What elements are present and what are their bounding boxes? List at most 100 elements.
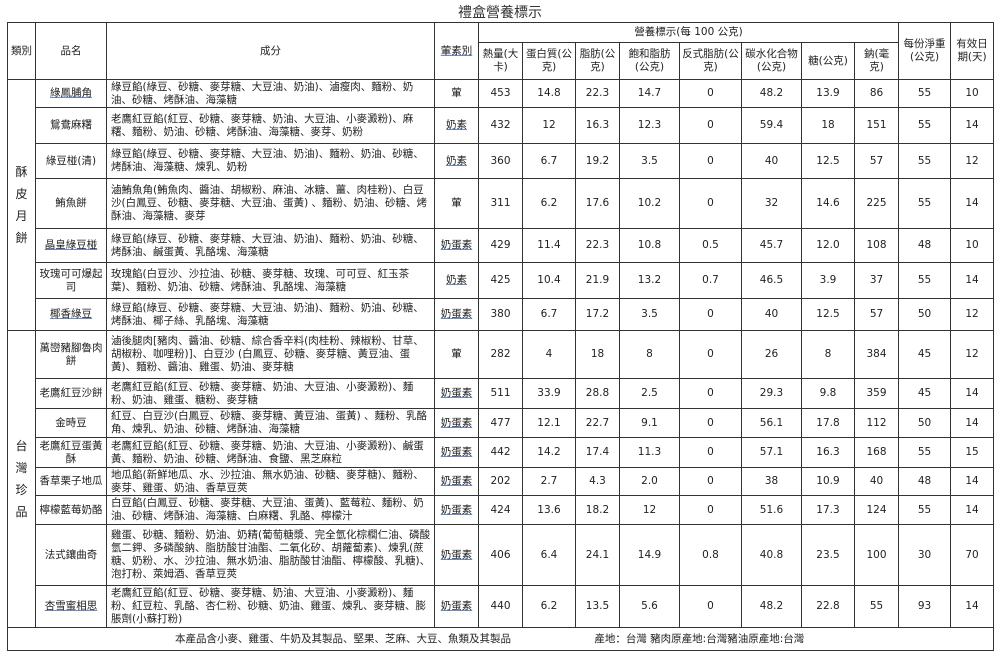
nutrient-value: 0.8	[679, 524, 742, 586]
header-nutrient: 飽和脂肪(公克)	[619, 42, 680, 80]
header-name: 品名	[35, 22, 107, 80]
diet-type: 奶蛋素	[434, 378, 479, 409]
nutrient-value: 22.3	[575, 228, 620, 263]
nutrient-value: 18	[575, 330, 620, 379]
nutrient-value: 12.5	[801, 143, 855, 179]
nutrient-value: 26	[741, 330, 802, 379]
header-nutrition-group: 營養標示(每 100 公克)	[477, 22, 900, 43]
nutrient-value: 168	[853, 437, 900, 468]
net-weight: 45	[898, 378, 952, 409]
nutrient-value: 48.2	[741, 585, 802, 628]
product-name: 香草栗子地瓜	[35, 467, 107, 496]
diet-type: 葷	[434, 330, 479, 379]
nutrient-value: 453	[478, 79, 523, 108]
nutrient-value: 360	[478, 143, 523, 179]
shelf-life: 15	[950, 437, 995, 468]
nutrient-value: 19.2	[575, 143, 620, 179]
product-name: 金時豆	[35, 408, 107, 438]
nutrient-value: 4.3	[575, 467, 620, 496]
nutrient-value: 10.2	[619, 178, 680, 229]
ingredients: 老鷹紅豆餡(紅豆、砂糖、麥芽糖、奶油、大豆油、小麥澱粉)、麵粉、紅豆粒、乳酪、杏…	[106, 585, 435, 628]
net-weight: 55	[898, 437, 952, 468]
nutrient-value: 14.8	[522, 79, 576, 108]
nutrient-value: 38	[741, 467, 802, 496]
origin-note: 產地：台灣 豬肉原產地:台灣豬油原產地:台灣	[594, 632, 805, 645]
table-row: 晶皇綠豆椪 綠豆餡(綠豆、砂糖、麥芽糖、大豆油、奶油)、麵粉、奶油、砂糖、烤酥油、…	[8, 228, 995, 263]
nutrient-value: 59.4	[741, 107, 802, 144]
nutrient-value: 21.9	[575, 262, 620, 299]
nutrient-value: 429	[478, 228, 523, 263]
nutrient-value: 477	[478, 408, 523, 438]
header-nutrient: 熱量(大卡)	[478, 42, 523, 80]
net-weight: 45	[898, 330, 952, 379]
ingredients: 雞蛋、砂糖、麵粉、奶油、奶精(葡萄糖漿、完全氫化棕櫚仁油、磷酸氫二鉀、多磷酸鈉、…	[106, 524, 435, 586]
nutrient-value: 13.9	[801, 79, 855, 108]
net-weight: 55	[898, 178, 952, 229]
diet-type: 奶蛋素	[434, 408, 479, 438]
net-weight: 30	[898, 524, 952, 586]
nutrient-value: 0.5	[679, 228, 742, 263]
nutrient-value: 442	[478, 437, 523, 468]
product-name: 綠鳳脯角	[35, 79, 107, 108]
nutrient-value: 86	[853, 79, 900, 108]
nutrient-value: 8	[619, 330, 680, 379]
nutrient-value: 100	[853, 524, 900, 586]
nutrient-value: 202	[478, 467, 523, 496]
nutrient-value: 14.9	[619, 524, 680, 586]
nutrient-value: 14.6	[801, 178, 855, 229]
ingredients: 老鷹紅豆餡(紅豆、砂糖、麥芽糖、奶油、大豆油、小麥澱粉)、鹹蛋黃、麵粉、奶油、砂…	[106, 437, 435, 468]
nutrient-value: 108	[853, 228, 900, 263]
nutrient-value: 51.6	[741, 495, 802, 525]
nutrient-value: 57.1	[741, 437, 802, 468]
product-name: 杏雪蜜相思	[35, 585, 107, 628]
nutrient-value: 12	[522, 107, 576, 144]
nutrient-value: 17.8	[801, 408, 855, 438]
product-name: 老鷹紅豆蛋黃酥	[35, 437, 107, 468]
nutrient-value: 311	[478, 178, 523, 229]
nutrient-value: 0	[679, 408, 742, 438]
table-row: 鴛鴦麻糬 老鷹紅豆餡(紅豆、砂糖、麥芽糖、奶油、大豆油、小麥澱粉)、麻糬、麵粉、奶…	[8, 107, 995, 144]
nutrient-value: 40.8	[741, 524, 802, 586]
header-category: 類別	[7, 22, 36, 80]
product-name: 檸檬藍莓奶酪	[35, 495, 107, 525]
shelf-life: 12	[950, 298, 995, 331]
table-row: 金時豆 紅豆、白豆沙(白鳳豆、砂糖、麥芽糖、黃豆油、蛋黃) 、麵粉、乳酪角、煉乳、…	[8, 408, 995, 438]
nutrient-value: 45.7	[741, 228, 802, 263]
nutrient-value: 14.7	[619, 79, 680, 108]
table-row: 鮪魚餅 滷鮪魚角(鮪魚肉、醬油、胡椒粉、麻油、冰糖、薑、肉桂粉)、白豆沙(白鳳豆、…	[8, 178, 995, 229]
nutrient-value: 17.3	[801, 495, 855, 525]
nutrient-value: 12.0	[801, 228, 855, 263]
nutrient-value: 6.7	[522, 143, 576, 179]
shelf-life: 14	[950, 262, 995, 299]
ingredients: 綠豆餡(綠豆、砂糖、麥芽糖、大豆油、奶油)、滷瘦肉、麵粉、奶油、砂糖、烤酥油、海…	[106, 79, 435, 108]
ingredients: 地瓜餡(新鮮地瓜、水、沙拉油、無水奶油、砂糖、麥芽糖)、麵粉、麥芽、雞蛋、奶油、…	[106, 467, 435, 496]
nutrient-value: 10.9	[801, 467, 855, 496]
nutrient-value: 48.2	[741, 79, 802, 108]
nutrient-value: 22.3	[575, 79, 620, 108]
net-weight: 50	[898, 298, 952, 331]
header-nutrient: 鈉(毫克)	[853, 42, 900, 80]
ingredients: 老鷹紅豆餡(紅豆、砂糖、麥芽糖、奶油、大豆油、小麥澱粉)、麵粉、奶油、雞蛋、糖粉…	[106, 378, 435, 409]
page-title: 禮盒營養標示	[458, 5, 542, 21]
nutrient-value: 57	[853, 143, 900, 179]
nutrient-value: 11.4	[522, 228, 576, 263]
nutrient-value: 37	[853, 262, 900, 299]
nutrient-value: 9.1	[619, 408, 680, 438]
diet-type: 葷	[434, 79, 479, 108]
table-row: 綠豆椪(清) 綠豆餡(綠豆、砂糖、麥芽糖、大豆油、奶油)、麵粉、奶油、砂糖、烤酥油…	[8, 143, 995, 179]
header-nutrient: 蛋白質(公克)	[522, 42, 576, 80]
nutrient-value: 8	[801, 330, 855, 379]
nutrient-value: 56.1	[741, 408, 802, 438]
diet-type: 奶蛋素	[434, 298, 479, 331]
nutrient-value: 12.5	[801, 298, 855, 331]
product-name: 綠豆椪(清)	[35, 143, 107, 179]
diet-type: 葷	[434, 178, 479, 229]
nutrient-value: 16.3	[575, 107, 620, 144]
nutrient-value: 9.8	[801, 378, 855, 409]
diet-type: 奶蛋素	[434, 437, 479, 468]
header-nutrient: 脂肪(公克)	[575, 42, 620, 80]
nutrient-value: 16.3	[801, 437, 855, 468]
nutrient-value: 13.2	[619, 262, 680, 299]
nutrient-value: 6.2	[522, 178, 576, 229]
table-row: 老鷹紅豆蛋黃酥 老鷹紅豆餡(紅豆、砂糖、麥芽糖、奶油、大豆油、小麥澱粉)、鹹蛋黃、…	[8, 437, 995, 468]
